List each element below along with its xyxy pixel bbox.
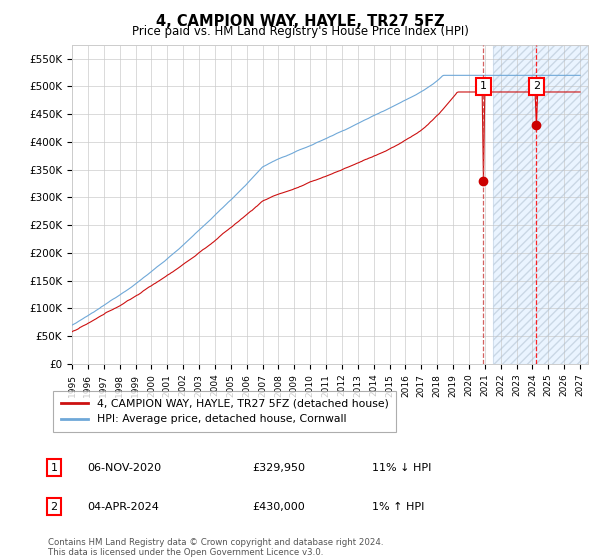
Bar	[493, 45, 588, 364]
Text: 1: 1	[480, 81, 487, 91]
Legend: 4, CAMPION WAY, HAYLE, TR27 5FZ (detached house), HPI: Average price, detached h: 4, CAMPION WAY, HAYLE, TR27 5FZ (detache…	[53, 391, 396, 432]
Text: 1: 1	[50, 463, 58, 473]
Text: £329,950: £329,950	[252, 463, 305, 473]
Bar	[493, 45, 588, 364]
Text: 04-APR-2024: 04-APR-2024	[87, 502, 159, 512]
Text: 2: 2	[50, 502, 58, 512]
Text: 11% ↓ HPI: 11% ↓ HPI	[372, 463, 431, 473]
Text: 06-NOV-2020: 06-NOV-2020	[87, 463, 161, 473]
Text: 4, CAMPION WAY, HAYLE, TR27 5FZ: 4, CAMPION WAY, HAYLE, TR27 5FZ	[155, 14, 445, 29]
Text: Contains HM Land Registry data © Crown copyright and database right 2024.
This d: Contains HM Land Registry data © Crown c…	[48, 538, 383, 557]
Text: Price paid vs. HM Land Registry's House Price Index (HPI): Price paid vs. HM Land Registry's House …	[131, 25, 469, 38]
Text: £430,000: £430,000	[252, 502, 305, 512]
Text: 2: 2	[533, 81, 540, 91]
Text: 1% ↑ HPI: 1% ↑ HPI	[372, 502, 424, 512]
